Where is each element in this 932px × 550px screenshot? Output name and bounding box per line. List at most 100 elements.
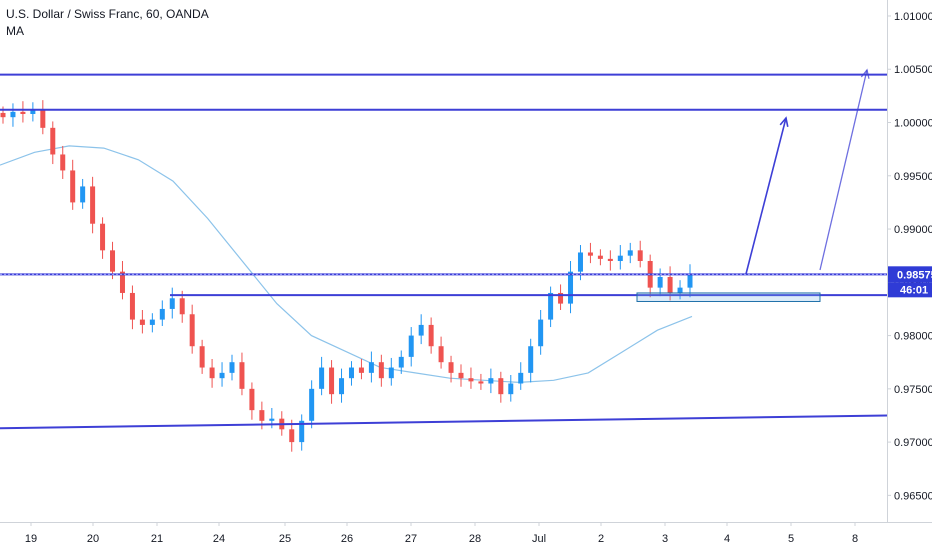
candle-body (299, 420, 305, 443)
candle-body (498, 378, 504, 395)
candle-body (239, 362, 245, 389)
candle-body (50, 127, 56, 155)
candle-body (348, 367, 354, 379)
candle-body (428, 324, 434, 347)
x-tick-label: 3 (662, 533, 668, 545)
price-badge-bg (888, 266, 932, 283)
candle (209, 359, 215, 388)
candle (388, 357, 394, 386)
candle (478, 373, 484, 390)
candle (110, 241, 116, 280)
candle (508, 374, 514, 402)
candle-body (458, 372, 464, 379)
candle-body (388, 367, 394, 379)
candle (448, 355, 454, 383)
candle (587, 242, 593, 264)
x-tick-label: Jul (532, 533, 546, 545)
drawings-layer[interactable] (0, 68, 888, 430)
target-arrow-shaft (745, 117, 787, 275)
candle (100, 217, 106, 259)
candle (597, 249, 603, 266)
candle-body (0, 112, 6, 118)
candle-body (329, 367, 335, 395)
candle (169, 287, 175, 319)
candle-body (40, 109, 46, 128)
countdown-badge-value: 46:01 (900, 284, 928, 296)
candle-body (607, 258, 613, 261)
candle (358, 359, 364, 380)
candle (528, 338, 534, 383)
candle-body (448, 362, 454, 373)
y-tick-label: 0.98000 (894, 331, 932, 343)
candle (468, 367, 474, 389)
candle (488, 368, 494, 394)
countdown-badge-bg (888, 282, 932, 298)
target-arrow-extended-head (860, 68, 870, 79)
candle-body (209, 367, 215, 379)
price-badge-value: 0.98575 (897, 269, 932, 281)
indicator-label[interactable]: MA (6, 24, 24, 38)
candle-body (677, 287, 683, 293)
candle (129, 285, 135, 330)
candle (70, 159, 76, 210)
x-tick-label: 28 (469, 533, 481, 545)
candle (289, 419, 295, 452)
candle (548, 286, 554, 328)
candle-body (319, 367, 325, 389)
candle-body (229, 362, 235, 373)
candle (229, 354, 235, 381)
candle (348, 361, 354, 386)
candle-body (368, 362, 374, 373)
candle (20, 101, 26, 123)
candle-body (189, 314, 195, 347)
candle (428, 317, 434, 354)
candle-body (179, 298, 185, 315)
candle-body (637, 250, 643, 261)
candle (617, 245, 623, 270)
x-tick-label: 21 (151, 533, 163, 545)
candle (398, 350, 404, 374)
target-arrow-extended[interactable] (819, 68, 870, 271)
candle (239, 352, 245, 396)
candle (368, 351, 374, 383)
y-tick-label: 0.99500 (894, 171, 932, 183)
x-tick-label: 2 (598, 533, 604, 545)
candle-body (119, 271, 125, 293)
candle (249, 382, 255, 420)
candle (319, 356, 325, 396)
candle (418, 314, 424, 345)
candle-body (587, 252, 593, 256)
candle-body (358, 367, 364, 373)
candles-layer (0, 100, 693, 452)
candle-body (219, 372, 225, 379)
candle-body (289, 429, 295, 443)
candle (179, 290, 185, 323)
target-arrow[interactable] (745, 116, 789, 275)
candle-body (309, 388, 315, 421)
candle-body (60, 154, 66, 171)
candle (558, 284, 564, 311)
candle (159, 300, 165, 326)
candle (299, 414, 305, 451)
candle (438, 336, 444, 369)
demand-zone[interactable] (636, 292, 821, 302)
trendline[interactable] (0, 414, 888, 430)
candle-body (558, 292, 564, 304)
candle-body (538, 319, 544, 347)
candle-body (568, 271, 574, 304)
candle (647, 254, 653, 298)
candle-body (20, 111, 26, 114)
candle-body (528, 346, 534, 373)
price-badge[interactable]: 0.98575 46:01 (888, 266, 932, 298)
x-tick-label: 25 (279, 533, 291, 545)
x-tick-label: 26 (341, 533, 353, 545)
candle-body (667, 276, 673, 293)
y-tick-label: 1.00500 (894, 64, 932, 76)
x-tick-label: 4 (724, 533, 730, 545)
chart-legend: U.S. Dollar / Swiss Franc, 60, OANDA MA (6, 6, 209, 40)
candle-body (139, 319, 145, 325)
candle-body (597, 255, 603, 259)
candle-body (339, 378, 345, 395)
